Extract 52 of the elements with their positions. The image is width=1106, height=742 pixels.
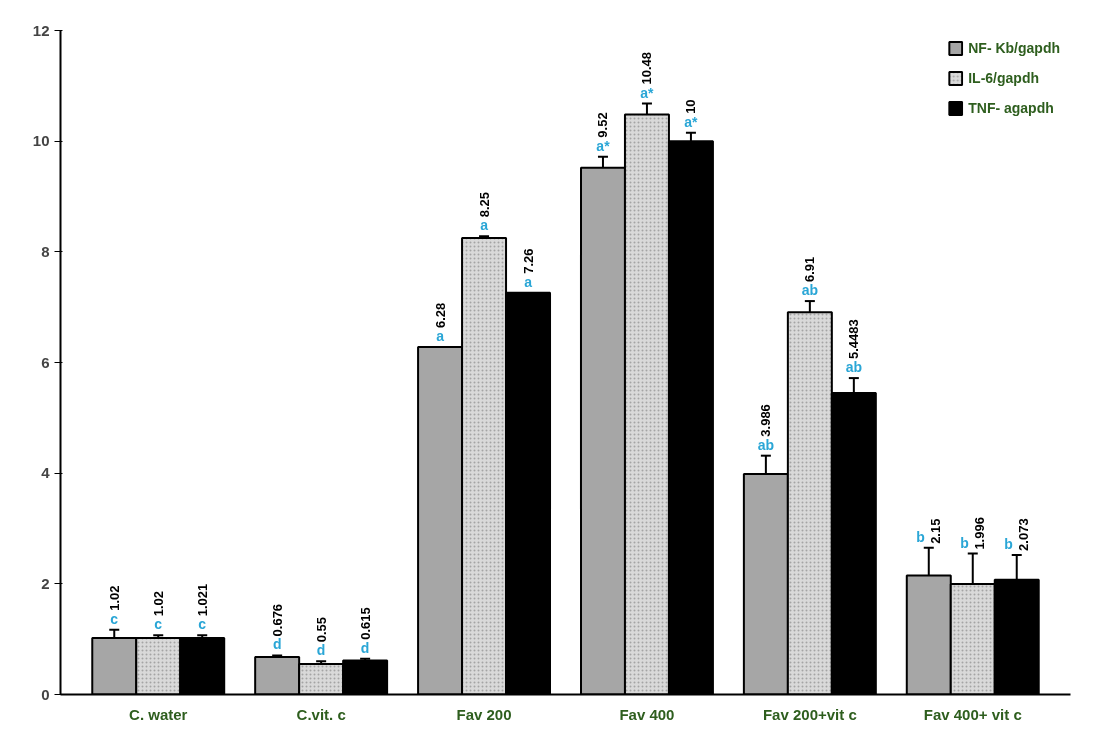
annotation: d [272,636,282,653]
y-tick-label: 8 [41,242,50,260]
annotation: d [316,642,326,659]
legend-label: IL-6/gapdh [968,70,1040,86]
annotation: a* [596,137,611,154]
data-label: 1.996 [971,517,987,550]
data-label: 1.02 [106,585,122,611]
annotation: b [916,528,925,545]
data-label: 6.91 [802,256,818,283]
y-tick-label: 4 [41,464,51,482]
annotation: b [1004,535,1013,552]
annotation: c [154,616,163,633]
data-label: 1.021 [194,583,210,617]
x-tick-label: Fav 400+ vit c [923,705,1022,723]
data-label: 10.48 [639,51,655,85]
annotation: a [436,328,445,345]
data-label: 8.25 [476,192,492,218]
y-tick-label: 6 [41,353,50,371]
data-label: 7.26 [520,248,536,274]
y-tick-label: 0 [41,685,50,703]
data-label: 5.4483 [846,319,862,360]
y-tick-label: 2 [41,574,50,592]
data-label: 3.986 [758,404,774,437]
annotation: a [524,273,533,290]
x-tick-label: C.vit. c [296,705,346,723]
data-label: 10 [683,99,699,114]
data-label: 9.52 [595,112,611,138]
data-label: 0.615 [357,607,373,640]
annotation: ab [845,359,863,376]
legend-label: TNF- agapdh [968,100,1054,116]
data-label: 2.15 [927,518,943,544]
x-tick-label: Fav 200+vit c [762,705,857,723]
x-tick-label: C. water [129,705,188,723]
annotation: a [480,217,489,234]
annotation: c [198,616,207,633]
x-tick-label: Fav 400 [619,705,675,723]
annotation: b [960,534,969,551]
data-label: 6.28 [432,302,448,329]
annotation: a* [684,113,699,130]
data-label: 1.02 [150,590,166,617]
x-tick-label: Fav 200 [456,705,512,723]
annotation: c [110,610,119,627]
legend-label: NF- Kb/gapdh [968,40,1060,56]
y-tick-label: 10 [32,132,50,150]
annotation: ab [801,282,819,299]
y-tick-label: 12 [32,21,50,39]
data-label: 0.676 [269,603,285,637]
data-label: 0.55 [313,616,329,643]
annotation: ab [757,436,775,453]
annotation: a* [640,84,655,101]
data-label: 2.073 [1015,518,1031,551]
annotation: d [360,639,370,656]
